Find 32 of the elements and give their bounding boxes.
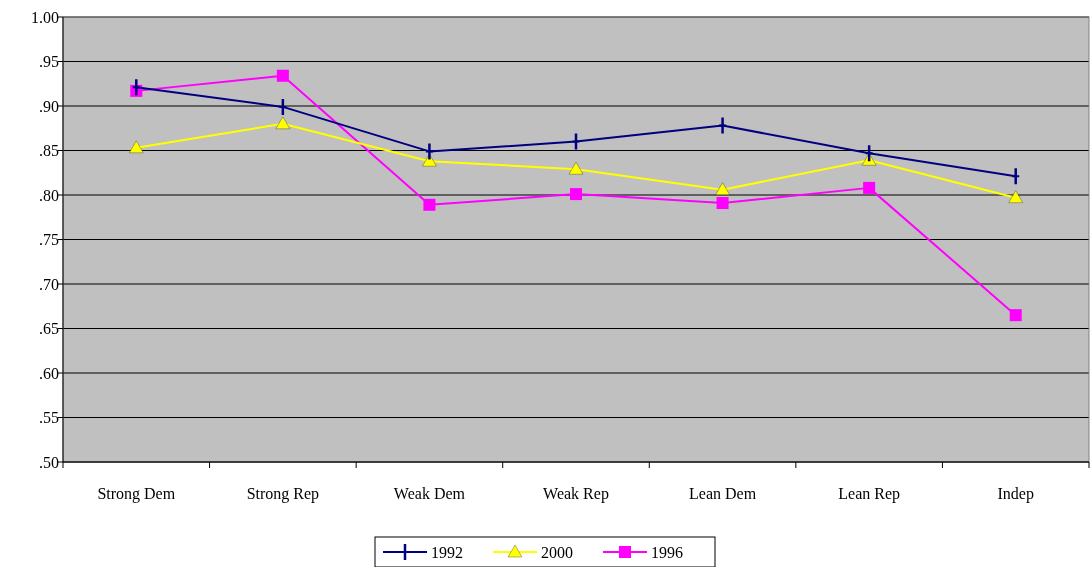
point [570,188,582,201]
y-tick-label: .70 [39,275,59,293]
legend-label: 1992 [431,543,463,561]
point [716,197,729,210]
x-tick-label: Lean Rep [838,485,901,503]
legend-label: 2000 [541,543,573,561]
x-tick-label: Weak Rep [543,485,609,503]
y-tick-label: .80 [39,186,59,204]
x-tick-label: Weak Dem [393,485,466,502]
x-tick-label: Strong Rep [246,485,320,503]
point [863,181,876,194]
y-tick-label: .60 [39,364,59,382]
y-tick-label: .90 [39,97,59,115]
point [715,182,730,195]
point [568,162,584,175]
point [275,116,291,129]
y-tick-label: .95 [39,53,59,71]
x-tick-label: Strong Dem [97,485,176,503]
y-tick-label: 1.00 [31,8,59,26]
y-tick-label: .65 [39,320,59,338]
x-tick-label: Lean Dem [689,485,757,502]
point [423,198,436,211]
y-tick-label: .85 [39,142,59,160]
x-tick-label: Indep [997,485,1034,503]
y-tick-label: .75 [39,231,59,249]
point [1008,190,1023,203]
point [276,69,289,82]
point [1009,309,1022,322]
point [129,140,144,153]
y-tick-label: .55 [39,409,59,427]
y-tick-label: .50 [39,453,59,471]
legend-label: 1996 [651,543,683,561]
